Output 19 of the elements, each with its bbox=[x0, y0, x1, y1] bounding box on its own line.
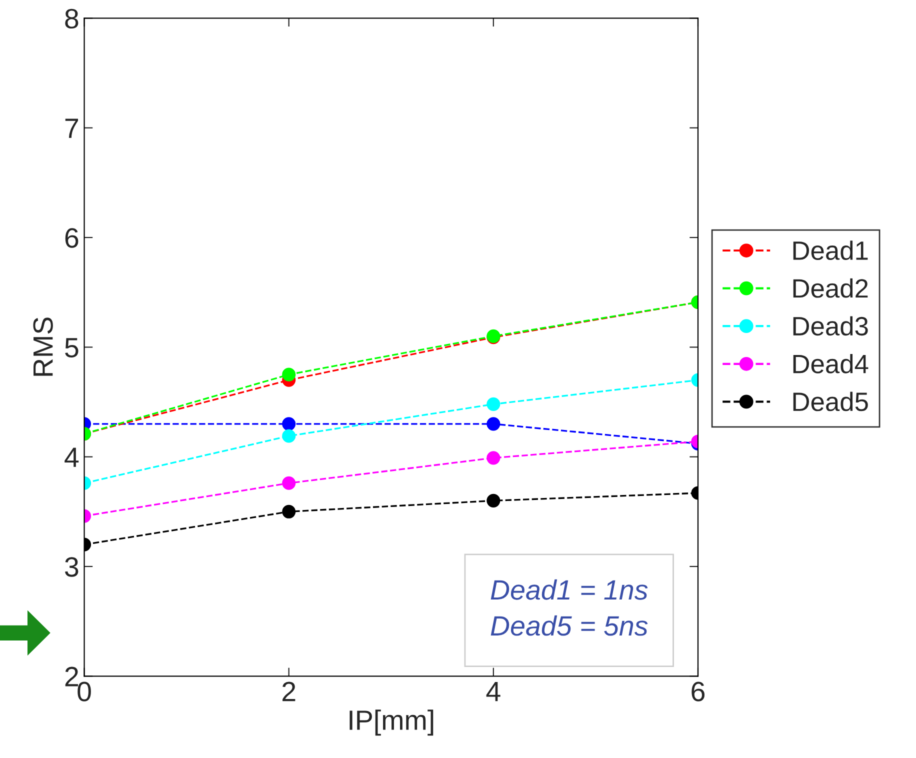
legend-label: Dead1 bbox=[793, 240, 868, 260]
legend-label: Dead5 bbox=[793, 392, 868, 412]
y-tick-label: 8 bbox=[65, 8, 78, 29]
x-tick-label: 4 bbox=[486, 682, 500, 702]
legend-label: Dead2 bbox=[793, 278, 868, 298]
x-axis-title: IP[mm] bbox=[350, 710, 434, 736]
x-tick-label: 2 bbox=[282, 682, 296, 702]
y-tick-label: 5 bbox=[65, 338, 78, 358]
y-tick-label: 2 bbox=[65, 666, 78, 686]
y-tick-label: 7 bbox=[65, 118, 78, 138]
y-tick-label: 4 bbox=[64, 448, 79, 467]
legend-label: Dead3 bbox=[793, 316, 868, 336]
x-tick-label: 6 bbox=[692, 682, 704, 702]
annotation: Dead1 = 1ns Dead5 = 5ns bbox=[490, 579, 648, 636]
y-axis-title: RMS bbox=[33, 318, 53, 376]
legend-label: Dead4 bbox=[793, 354, 868, 374]
y-tick-label: 6 bbox=[65, 228, 78, 248]
x-tick-label: 0 bbox=[78, 682, 91, 702]
y-tick-label: 3 bbox=[65, 557, 78, 577]
